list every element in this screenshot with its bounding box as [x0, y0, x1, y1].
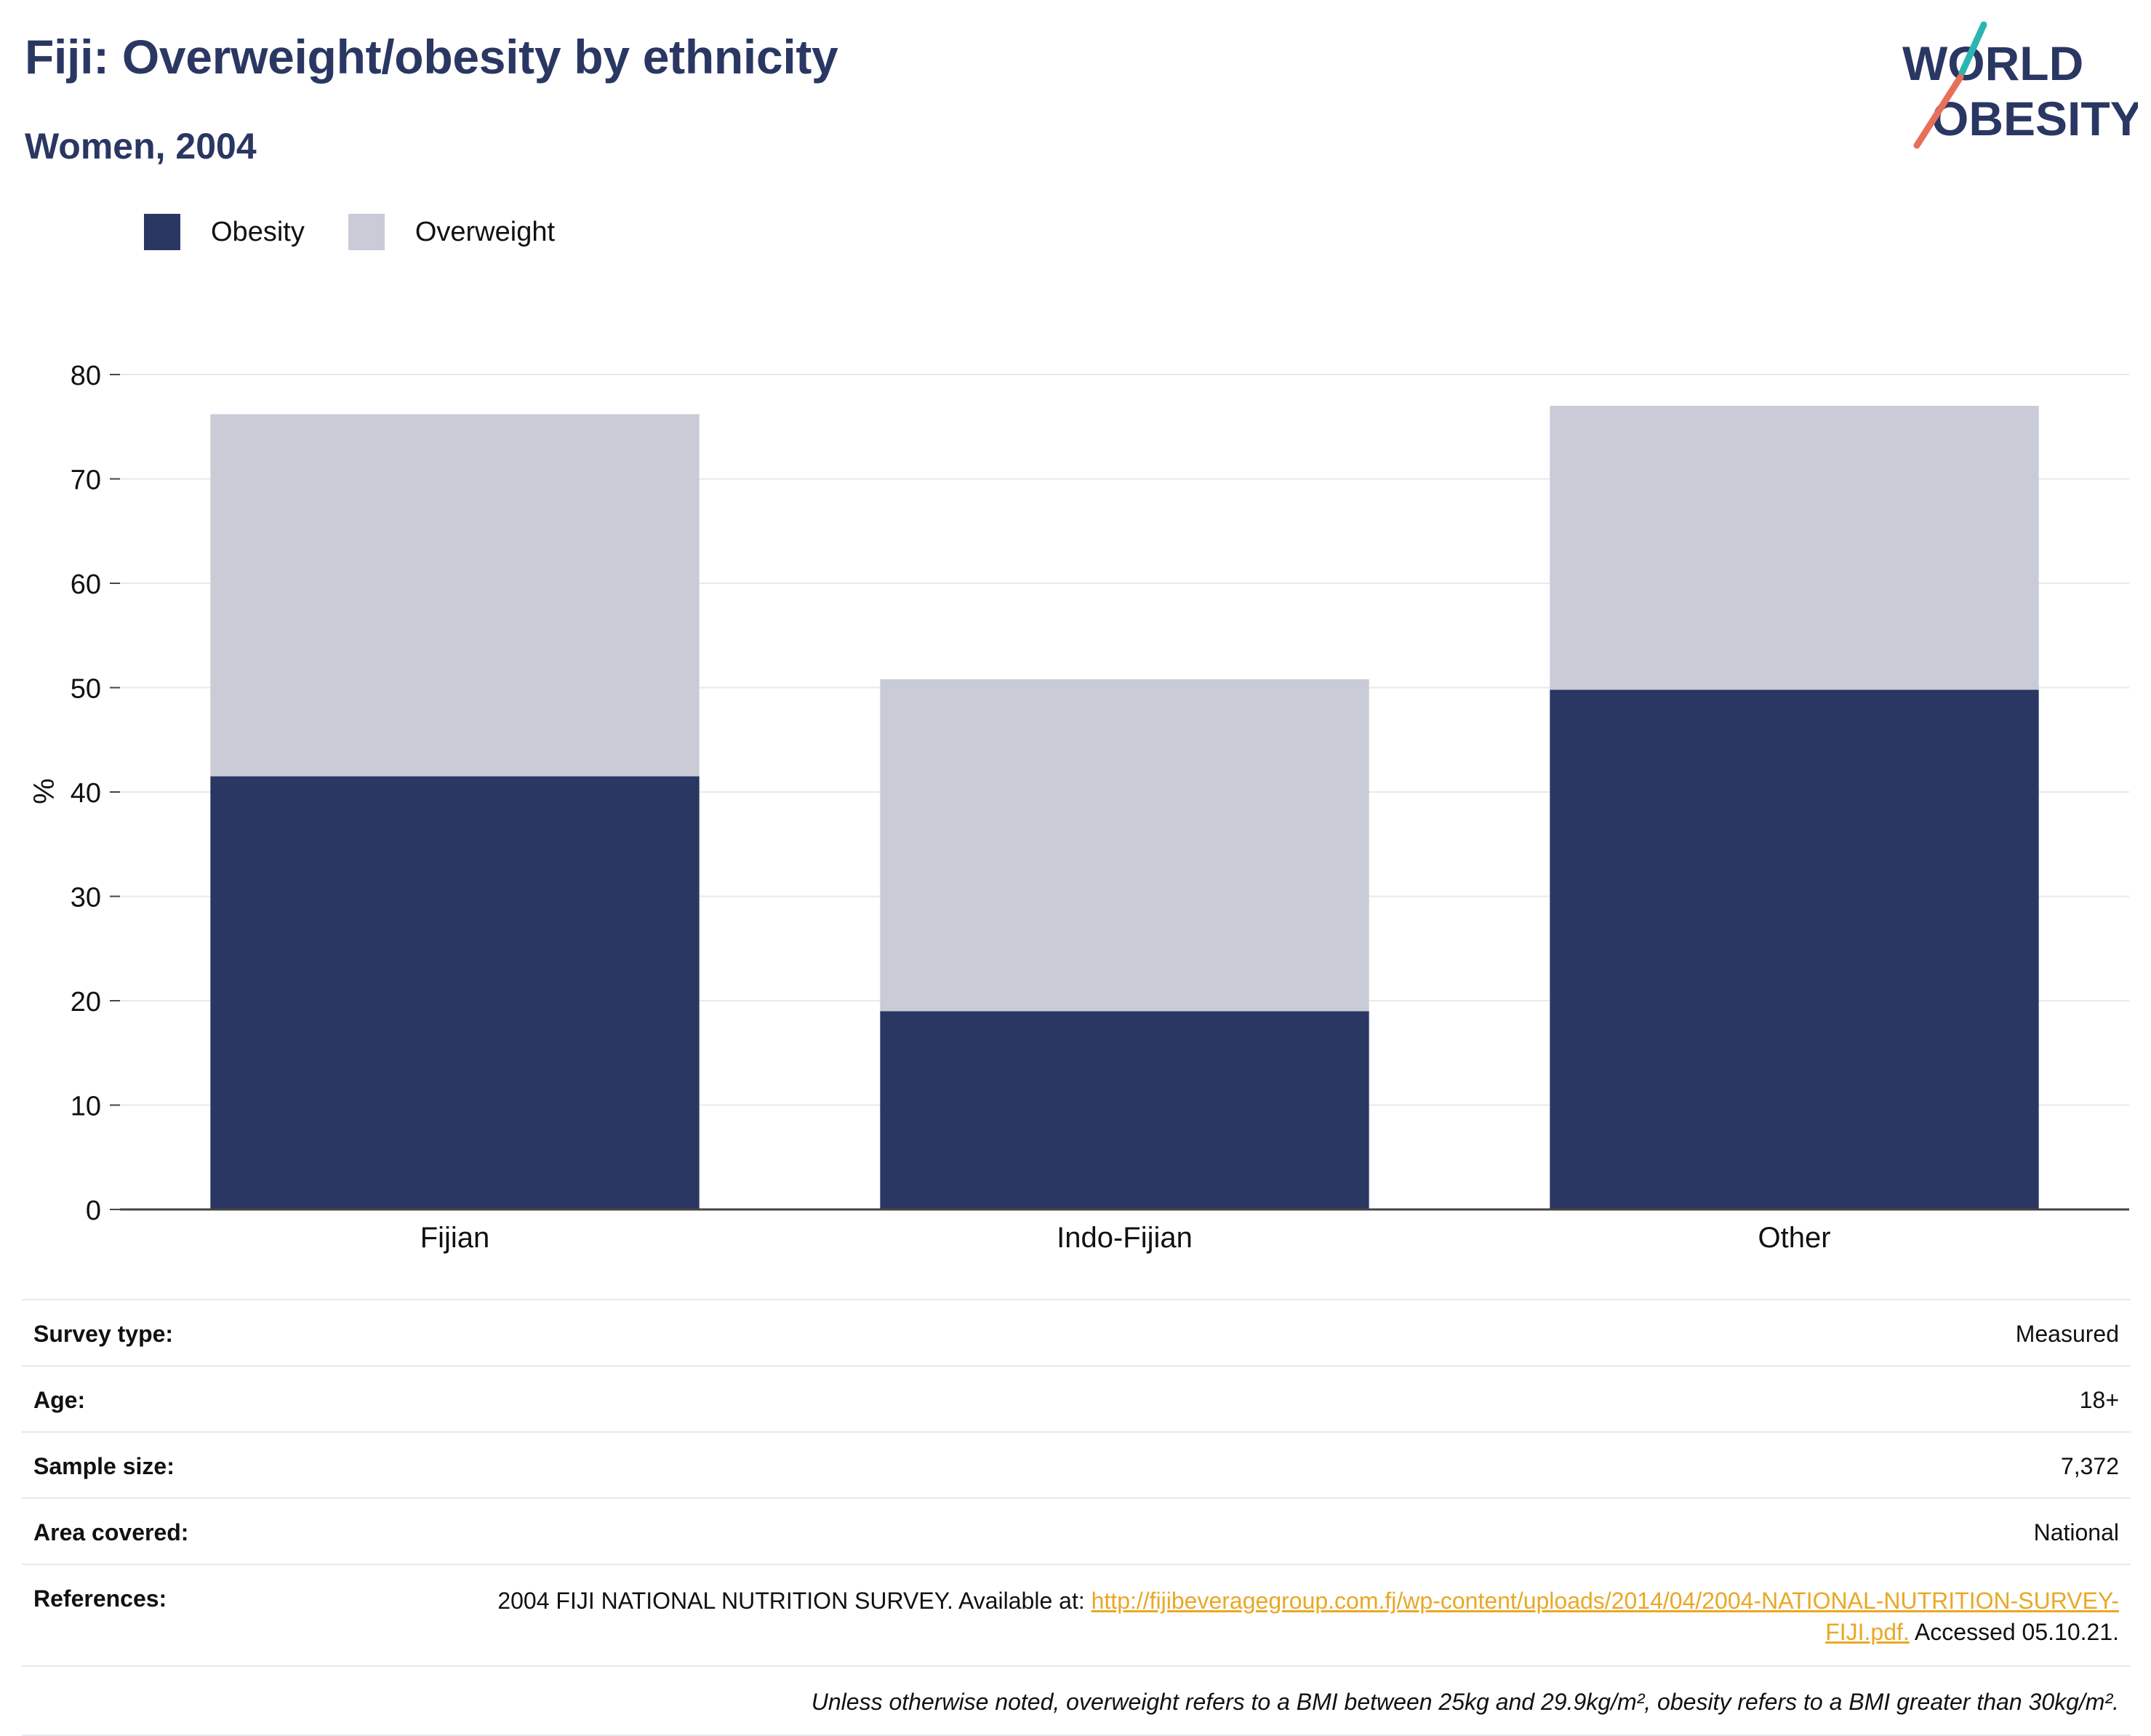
bar-other-obesity[interactable]: [1550, 689, 2039, 1209]
legend-label-overweight: Overweight: [414, 216, 556, 247]
bar-other-overweight[interactable]: [1550, 406, 2039, 690]
legend: Obesity Overweight: [144, 214, 598, 250]
info-value-sample-size: 7,372: [2060, 1453, 2119, 1479]
info-row-area-covered: Area covered: National: [22, 1497, 2131, 1564]
reference-text: 2004 FIJI NATIONAL NUTRITION SURVEY. Ava…: [497, 1588, 1091, 1614]
info-label-area-covered: Area covered:: [33, 1519, 189, 1545]
info-value-age: 18+: [2079, 1387, 2119, 1413]
info-value-survey-type: Measured: [2015, 1321, 2119, 1347]
y-tick-label-60: 60: [71, 569, 101, 600]
legend-label-obesity: Obesity: [211, 216, 305, 247]
legend-swatch-obesity: [144, 214, 180, 250]
legend-swatch-overweight: [348, 214, 385, 250]
y-axis-label: %: [28, 778, 60, 804]
chart-title: Fiji: Overweight/obesity by ethnicity: [25, 30, 838, 84]
y-tick-label-0: 0: [86, 1196, 101, 1226]
y-tick-label-80: 80: [71, 361, 101, 391]
y-tick-label-40: 40: [71, 778, 101, 809]
info-value-area-covered: National: [2033, 1519, 2119, 1545]
info-row-survey-type: Survey type: Measured: [22, 1299, 2131, 1365]
logo-line-1: WORLD: [1902, 36, 2083, 90]
survey-info-table: Survey type: Measured Age: 18+ Sample si…: [22, 1299, 2131, 1736]
info-row-sample-size: Sample size: 7,372: [22, 1431, 2131, 1497]
reference-link[interactable]: http://fijibeveragegroup.com.fj/wp-conte…: [1091, 1588, 2119, 1645]
info-row-references: References: 2004 FIJI NATIONAL NUTRITION…: [22, 1564, 2131, 1665]
logo-slash-top: [1958, 21, 1987, 76]
y-tick-label-70: 70: [71, 465, 101, 496]
info-label-age: Age:: [33, 1387, 86, 1413]
y-tick-label-50: 50: [71, 674, 101, 705]
x-tick-label-fijian: Fijian: [420, 1222, 490, 1254]
info-label-references: References:: [33, 1585, 167, 1612]
bmi-definition-note: Unless otherwise noted, overweight refer…: [22, 1665, 2131, 1736]
y-tick-label-20: 20: [71, 987, 101, 1017]
bar-fijian-obesity[interactable]: [210, 776, 700, 1209]
legend-item-obesity[interactable]: Obesity: [144, 214, 305, 250]
bar-indo-fijian-overweight[interactable]: [880, 679, 1369, 1012]
x-tick-label-indo-fijian: Indo-Fijian: [1057, 1222, 1193, 1254]
y-tick-label-10: 10: [71, 1092, 101, 1122]
bar-fijian-overweight[interactable]: [210, 414, 700, 777]
world-obesity-logo: WORLD OBESITY: [1902, 21, 2138, 149]
info-value-references: 2004 FIJI NATIONAL NUTRITION SURVEY. Ava…: [461, 1585, 2119, 1648]
info-label-sample-size: Sample size:: [33, 1453, 175, 1479]
bars: [210, 406, 2039, 1209]
chart-subtitle: Women, 2004: [25, 126, 257, 167]
axes: 0 10 20 30 40 50 60 70 80 Fijian Indo-Fijian Other: [71, 361, 2129, 1254]
reference-accessed: Accessed 05.10.21.: [1909, 1619, 2119, 1645]
legend-item-overweight[interactable]: Overweight: [348, 214, 555, 250]
bar-indo-fijian-obesity[interactable]: [880, 1011, 1369, 1209]
info-label-survey-type: Survey type:: [33, 1321, 174, 1347]
logo-line-2: OBESITY: [1931, 92, 2138, 145]
y-tick-label-30: 30: [71, 883, 101, 913]
info-row-age: Age: 18+: [22, 1365, 2131, 1431]
x-tick-label-other: Other: [1758, 1222, 1830, 1254]
logo-slash-bottom: [1913, 73, 1964, 149]
